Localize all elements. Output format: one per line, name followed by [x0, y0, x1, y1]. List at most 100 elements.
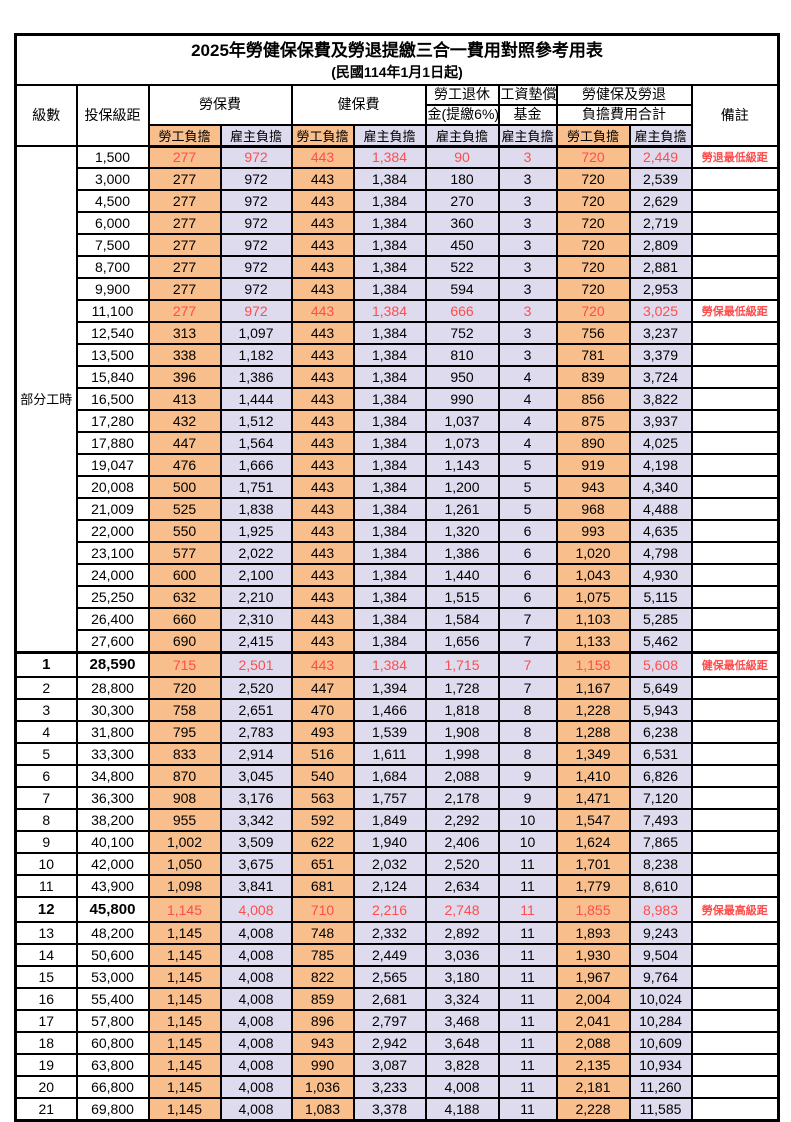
- labor-employer-cell: 1,925: [219, 519, 293, 543]
- pension-employer-cell: 3,828: [424, 1053, 500, 1077]
- health-employee-cell: 443: [290, 519, 355, 543]
- level-cell: 11: [14, 874, 78, 898]
- note-cell: [690, 189, 780, 213]
- bracket-cell: 55,400: [75, 987, 150, 1011]
- total-employer-cell: 2,719: [628, 211, 693, 235]
- total-employer-cell: 9,764: [628, 965, 693, 989]
- wage-fund-employer-cell: 11: [497, 921, 558, 945]
- pension-employer-cell: 3,468: [424, 1009, 500, 1033]
- total-employer-cell: 8,610: [628, 874, 693, 898]
- labor-employee-cell: 277: [147, 277, 222, 301]
- labor-employee-cell: 632: [147, 585, 222, 609]
- bracket-cell: 40,100: [75, 830, 150, 854]
- premium-table: 2025年勞健保保費及勞退提繳三合一費用對照參考用表 (民國114年1月1日起)…: [14, 33, 781, 1122]
- note-cell: [690, 965, 780, 989]
- labor-employer-cell: 4,008: [219, 1097, 293, 1121]
- note-cell: 勞保最低級距: [690, 299, 780, 323]
- health-employee-cell: 1,083: [290, 1097, 355, 1121]
- pension-employer-cell: 2,634: [424, 874, 500, 898]
- table-row: 21,009 525 1,838 443 1,384 1,261 5 968 4,488: [16, 497, 780, 521]
- note-cell: [690, 497, 780, 521]
- labor-employer-cell: 4,008: [219, 1009, 293, 1033]
- pension-employer-cell: 810: [424, 343, 500, 367]
- labor-employee-cell: 758: [147, 698, 222, 722]
- labor-employee-cell: 313: [147, 321, 222, 345]
- labor-employee-cell: 277: [147, 167, 222, 191]
- pension-employer-cell: 1,386: [424, 541, 500, 565]
- labor-employer-cell: 1,838: [219, 497, 293, 521]
- bracket-cell: 69,800: [75, 1097, 150, 1121]
- table-row: 18 60,800 1,145 4,008 943 2,942 3,648 11 2,088 10…: [14, 1031, 780, 1055]
- table-row: 6 34,800 870 3,045 540 1,684 2,088 9 1,410 6,826: [14, 764, 780, 788]
- labor-employee-cell: 720: [147, 676, 222, 700]
- level-cell: 16: [14, 987, 78, 1011]
- wage-fund-employer-cell: 11: [497, 987, 558, 1011]
- table-row: 15 53,000 1,145 4,008 822 2,565 3,180 11 1,967 9,…: [14, 965, 780, 989]
- health-employee-cell: 710: [290, 896, 355, 923]
- pension-employer-cell: 1,073: [424, 431, 500, 455]
- health-employee-cell: 443: [290, 321, 355, 345]
- subheader-labor-employer: 雇主負擔: [219, 123, 293, 148]
- bracket-cell: 63,800: [75, 1053, 150, 1077]
- note-cell: [690, 852, 780, 876]
- labor-employee-cell: 432: [147, 409, 222, 433]
- table-row: 24,000 600 2,100 443 1,384 1,440 6 1,043 4,930: [16, 563, 780, 587]
- bracket-cell: 11,100: [75, 299, 150, 323]
- health-employer-cell: 1,384: [352, 211, 427, 235]
- total-employer-cell: 11,585: [628, 1097, 693, 1121]
- labor-employer-cell: 972: [219, 255, 293, 279]
- total-employee-cell: 2,135: [555, 1053, 631, 1077]
- note-cell: [690, 1097, 780, 1121]
- total-employee-cell: 1,043: [555, 563, 631, 587]
- total-employer-cell: 2,809: [628, 233, 693, 257]
- health-employer-cell: 2,797: [352, 1009, 427, 1033]
- total-employee-cell: 968: [555, 497, 631, 521]
- wage-fund-employer-cell: 3: [497, 343, 558, 367]
- health-employer-cell: 3,378: [352, 1097, 427, 1121]
- table-row: 23,100 577 2,022 443 1,384 1,386 6 1,020 4,798: [16, 541, 780, 565]
- labor-employee-cell: 833: [147, 742, 222, 766]
- table-row: 2 28,800 720 2,520 447 1,394 1,728 7 1,167 5,649: [14, 676, 780, 700]
- bracket-cell: 21,009: [75, 497, 150, 521]
- bracket-cell: 31,800: [75, 720, 150, 744]
- bracket-cell: 50,600: [75, 943, 150, 967]
- health-employer-cell: 1,384: [352, 189, 427, 213]
- table-row: 8,700 277 972 443 1,384 522 3 720 2,881: [16, 255, 780, 279]
- health-employer-cell: 1,849: [352, 808, 427, 832]
- health-employer-cell: 2,124: [352, 874, 427, 898]
- total-employee-cell: 720: [555, 299, 631, 323]
- total-employer-cell: 3,822: [628, 387, 693, 411]
- health-employee-cell: 443: [290, 475, 355, 499]
- total-employer-cell: 6,531: [628, 742, 693, 766]
- labor-employer-cell: 4,008: [219, 896, 293, 923]
- table-row: 14 50,600 1,145 4,008 785 2,449 3,036 11 1,930 9,…: [14, 943, 780, 967]
- health-employer-cell: 1,384: [352, 387, 427, 411]
- wage-fund-employer-cell: 8: [497, 742, 558, 766]
- bracket-cell: 27,600: [75, 629, 150, 653]
- level-cell: 2: [14, 676, 78, 700]
- note-cell: 勞保最高級距: [690, 896, 780, 923]
- total-employee-cell: 839: [555, 365, 631, 389]
- health-employee-cell: 443: [290, 563, 355, 587]
- header-row-1: 級數 投保級距 勞保費 健保費 勞工退休 工資墊償 勞健保及勞退 備註: [14, 83, 780, 147]
- health-employee-cell: 443: [290, 365, 355, 389]
- table-row: 27,600 690 2,415 443 1,384 1,656 7 1,133 5,462: [16, 629, 780, 653]
- pension-employer-cell: 1,037: [424, 409, 500, 433]
- wage-fund-employer-cell: 11: [497, 1053, 558, 1077]
- wage-fund-employer-cell: 11: [497, 874, 558, 898]
- wage-fund-employer-cell: 7: [497, 607, 558, 631]
- level-cell: 17: [14, 1009, 78, 1033]
- bracket-cell: 13,500: [75, 343, 150, 367]
- labor-employee-cell: 600: [147, 563, 222, 587]
- col-header-level: 級數: [14, 83, 78, 147]
- total-employer-cell: 6,826: [628, 764, 693, 788]
- note-cell: [690, 698, 780, 722]
- table-row: 15,840 396 1,386 443 1,384 950 4 839 3,724: [16, 365, 780, 389]
- level-cell: 7: [14, 786, 78, 810]
- table-row: 11 43,900 1,098 3,841 681 2,124 2,634 11 1,779 8,…: [14, 874, 780, 898]
- total-employer-cell: 4,488: [628, 497, 693, 521]
- table-row: 17,880 447 1,564 443 1,384 1,073 4 890 4,025: [16, 431, 780, 455]
- total-employer-cell: 3,237: [628, 321, 693, 345]
- labor-employer-cell: 2,520: [219, 676, 293, 700]
- total-employee-cell: 2,041: [555, 1009, 631, 1033]
